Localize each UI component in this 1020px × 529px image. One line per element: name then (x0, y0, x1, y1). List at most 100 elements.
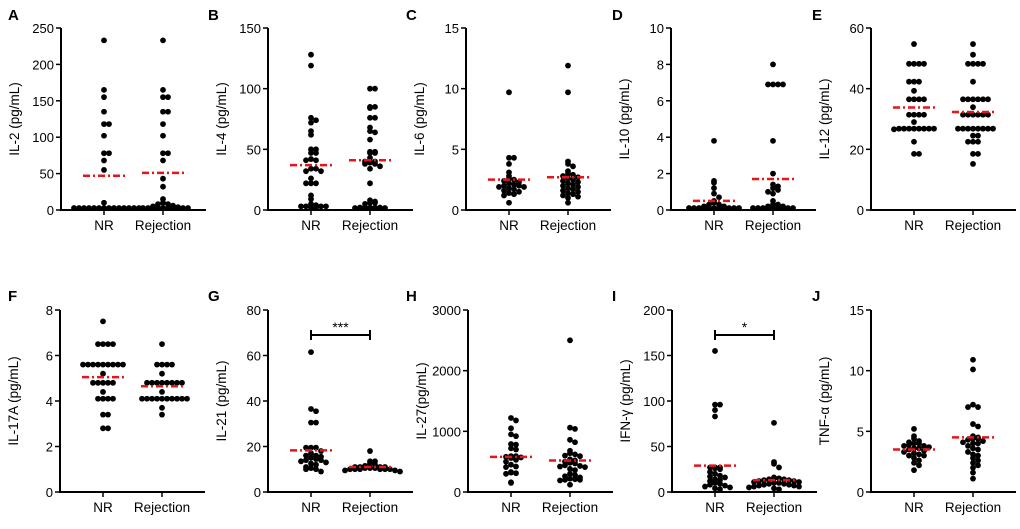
data-point (372, 129, 378, 136)
data-point (575, 179, 581, 185)
data-point (761, 481, 767, 488)
data-point (506, 89, 512, 96)
data-point (308, 180, 314, 187)
data-point (160, 204, 166, 211)
y-tick-label: 0 (254, 485, 261, 500)
data-point (508, 441, 514, 447)
panel-letter: B (208, 7, 219, 24)
data-point (496, 184, 502, 190)
data-point (577, 453, 583, 460)
data-point (511, 186, 517, 193)
data-point (970, 421, 976, 427)
panel-letter: I (612, 288, 616, 305)
data-point (503, 464, 509, 471)
data-point (711, 205, 717, 211)
data-point (165, 94, 171, 101)
data-point (965, 60, 971, 67)
data-point (357, 466, 363, 473)
data-point (169, 379, 175, 386)
data-point (970, 459, 976, 466)
data-point (308, 204, 314, 211)
y-tick-label: 20 (850, 142, 864, 157)
data-point (313, 150, 319, 156)
x-tick-label: NR (94, 218, 114, 233)
data-point (508, 415, 514, 421)
panel-j: J 0 5 10 15 TNF-α (pg/mL) NR Rejection (812, 288, 1016, 515)
data-point (508, 480, 514, 486)
data-point (567, 470, 573, 477)
data-point (308, 196, 314, 202)
data-point (975, 132, 981, 139)
data-point (105, 411, 111, 418)
data-point (303, 466, 309, 473)
data-point (970, 445, 976, 452)
data-point (727, 484, 733, 491)
data-point (513, 441, 519, 448)
data-point (501, 182, 507, 189)
data-point (906, 96, 912, 103)
data-point (906, 125, 912, 132)
data-point (921, 452, 927, 459)
data-point (906, 111, 912, 118)
data-point (686, 205, 692, 211)
data-point (985, 125, 991, 132)
panel-g: G 0 20 40 60 80 IL-21 (pg/mL) NR Rejection *** (208, 288, 413, 515)
data-point (100, 425, 106, 432)
data-point (367, 114, 373, 121)
data-point (960, 439, 966, 446)
data-point (516, 182, 522, 189)
data-point (95, 361, 101, 368)
data-point (377, 204, 383, 211)
y-axis-label: IL-2 (pg/mL) (7, 82, 22, 156)
y-tick-label: 60 (850, 21, 864, 36)
data-point (770, 190, 776, 197)
data-point (506, 154, 512, 161)
data-point (567, 475, 573, 482)
data-point (560, 192, 566, 199)
data-point (165, 150, 171, 157)
data-point (770, 185, 776, 192)
data-point (508, 469, 514, 476)
data-point (921, 442, 927, 449)
y-tick-label: 100 (239, 82, 261, 97)
data-point (160, 175, 166, 182)
data-point (159, 411, 165, 418)
data-point (508, 461, 514, 468)
y-tick-label: 0 (857, 203, 864, 218)
data-point (916, 96, 922, 103)
significance-label: *** (332, 319, 349, 335)
data-point (911, 96, 917, 103)
y-axis-label: IL-17A (pg/mL) (6, 356, 21, 445)
data-point (565, 62, 571, 69)
data-point (916, 150, 922, 157)
data-point (160, 150, 166, 157)
y-tick-label: 80 (247, 303, 261, 318)
data-point (765, 81, 771, 88)
data-point (572, 460, 578, 467)
data-point (101, 121, 107, 127)
data-point (313, 419, 319, 426)
y-tick-label: 50 (40, 167, 54, 182)
data-point (771, 480, 777, 486)
data-point (511, 154, 517, 161)
data-point (560, 177, 566, 184)
data-point (101, 86, 107, 93)
data-point (570, 186, 576, 193)
data-point (970, 464, 976, 471)
y-tick-label: 2000 (432, 364, 461, 379)
data-point (303, 180, 309, 187)
y-tick-label: 20 (247, 440, 261, 455)
data-point (970, 160, 976, 167)
data-point (503, 458, 509, 465)
data-point (722, 474, 728, 481)
y-tick-label: 250 (32, 21, 54, 36)
data-point (911, 119, 917, 125)
y-tick-label: 40 (247, 394, 261, 409)
data-point (313, 165, 319, 172)
data-point (100, 318, 106, 325)
data-point (567, 481, 573, 488)
data-point (96, 205, 102, 211)
data-point (765, 205, 771, 211)
